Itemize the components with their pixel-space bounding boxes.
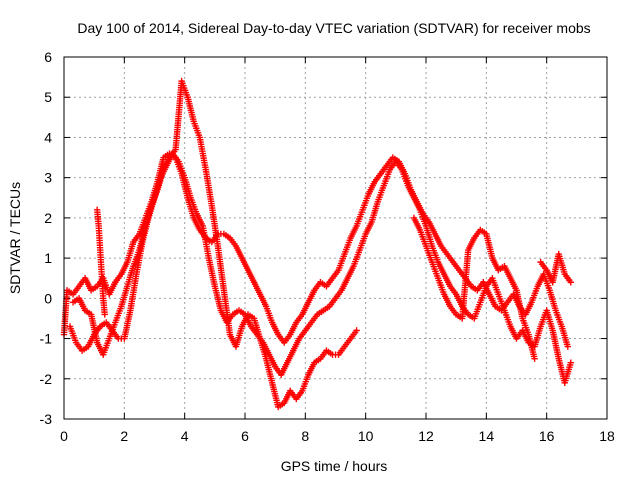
x-tick-label: 10 [358, 428, 374, 444]
chart-title: Day 100 of 2014, Sidereal Day-to-day VTE… [77, 20, 590, 36]
y-tick-label: 6 [44, 49, 52, 65]
data-point [567, 359, 574, 366]
x-tick-label: 2 [120, 428, 128, 444]
data-series-track-d [93, 206, 574, 362]
y-axis-label: SDTVAR / TECUs [7, 182, 23, 294]
x-tick-label: 14 [479, 428, 495, 444]
data-markers [60, 77, 574, 411]
data-point [101, 311, 108, 318]
x-tick-label: 16 [539, 428, 555, 444]
data-point [353, 327, 360, 334]
data-series-track-c [69, 77, 360, 411]
x-tick-label: 8 [301, 428, 309, 444]
y-tick-label: 2 [44, 210, 52, 226]
y-tick-label: -3 [40, 411, 53, 427]
y-tick-label: -2 [40, 371, 53, 387]
y-tick-label: 0 [44, 290, 52, 306]
y-tick-label: 4 [44, 129, 52, 145]
x-axis-label: GPS time / hours [281, 458, 388, 474]
data-point [564, 343, 571, 350]
x-tick-label: 12 [418, 428, 434, 444]
y-tick-label: -1 [40, 331, 53, 347]
x-tick-label: 6 [241, 428, 249, 444]
data-point [531, 355, 538, 362]
x-tick-label: 18 [599, 428, 615, 444]
data-point [567, 279, 574, 286]
plot-frame [63, 56, 608, 420]
y-tick-label: 1 [44, 250, 52, 266]
x-tick-label: 0 [60, 428, 68, 444]
x-tick-label: 4 [181, 428, 189, 444]
y-tick-label: 5 [44, 89, 52, 105]
y-tick-label: 3 [44, 170, 52, 186]
